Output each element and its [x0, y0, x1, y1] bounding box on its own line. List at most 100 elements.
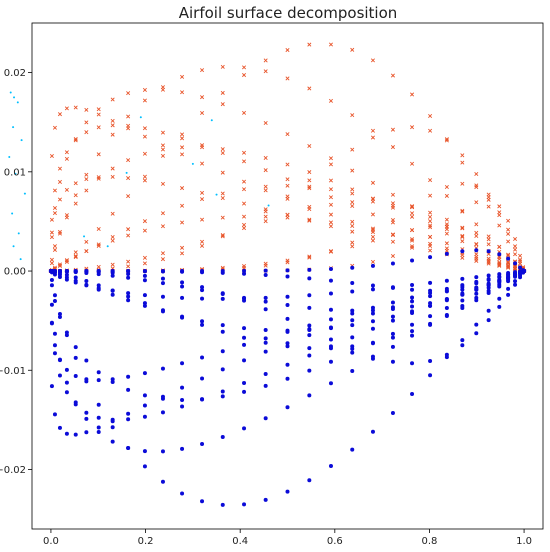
upper-surface-point — [328, 212, 333, 217]
upper-surface-point — [96, 152, 101, 157]
lower-surface-point — [160, 294, 165, 299]
lower-surface-point — [96, 415, 101, 420]
lower-surface-point — [49, 269, 54, 274]
lower-surface-point — [142, 393, 147, 398]
upper-surface-point — [444, 138, 449, 143]
lower-surface-point — [328, 291, 333, 296]
lower-surface-point — [370, 326, 375, 331]
upper-surface-point — [220, 234, 225, 239]
upper-surface-point — [410, 161, 415, 166]
upper-surface-point — [242, 110, 247, 115]
lower-surface-point — [263, 307, 268, 312]
upper-surface-point — [52, 188, 57, 193]
upper-surface-point — [390, 127, 395, 132]
lower-surface-point — [285, 344, 290, 349]
lower-surface-point — [52, 293, 57, 298]
upper-surface-point — [506, 252, 511, 257]
upper-surface-point — [263, 219, 268, 224]
upper-surface-point — [96, 242, 101, 247]
upper-surface-point — [285, 215, 290, 220]
lower-surface-point — [370, 305, 375, 310]
lower-surface-point — [460, 298, 465, 303]
upper-surface-point — [160, 130, 165, 135]
upper-surface-point — [460, 209, 465, 214]
lower-surface-point — [474, 248, 479, 253]
lower-surface-point — [64, 380, 69, 385]
upper-surface-point — [160, 85, 165, 90]
upper-surface-point — [513, 267, 518, 272]
upper-surface-point — [486, 261, 491, 266]
upper-surface-point — [142, 255, 147, 260]
upper-surface-point — [142, 178, 147, 183]
lower-surface-point — [180, 314, 185, 319]
lower-surface-point — [350, 368, 355, 373]
upper-surface-point — [474, 230, 479, 235]
upper-surface-point — [110, 118, 115, 123]
light-point — [17, 232, 20, 235]
upper-surface-point — [52, 125, 57, 130]
lower-surface-point — [160, 269, 165, 274]
lower-surface-point — [57, 358, 62, 363]
lower-surface-point — [200, 322, 205, 327]
lower-surface-point — [370, 311, 375, 316]
upper-surface-point — [390, 73, 395, 78]
upper-surface-point — [460, 239, 465, 244]
lower-surface-point — [110, 417, 115, 422]
upper-surface-point — [200, 239, 205, 244]
lower-surface-point — [84, 416, 89, 421]
lower-surface-point — [506, 271, 511, 276]
x-tick-label: 0.0 — [43, 536, 59, 547]
light-point — [14, 172, 17, 175]
lower-surface-point — [506, 292, 511, 297]
lower-surface-point — [142, 273, 147, 278]
upper-surface-point — [410, 245, 415, 250]
upper-surface-point — [497, 244, 502, 249]
lower-surface-point — [110, 269, 115, 274]
lower-surface-point — [96, 425, 101, 430]
lower-surface-point — [200, 269, 205, 274]
lower-surface-point — [160, 396, 165, 401]
upper-surface-point — [126, 227, 131, 232]
upper-surface-point — [444, 231, 449, 236]
upper-surface-point — [160, 224, 165, 229]
lower-surface-point — [200, 355, 205, 360]
lower-surface-point — [518, 275, 523, 280]
lower-surface-point — [64, 390, 69, 395]
upper-surface-point — [84, 120, 89, 125]
lower-surface-point — [220, 502, 225, 507]
lower-surface-point — [73, 432, 78, 437]
light-point — [8, 155, 11, 158]
light-point — [106, 245, 109, 248]
upper-surface-point — [160, 211, 165, 216]
upper-surface-point — [410, 211, 415, 216]
lower-surface-point — [57, 311, 62, 316]
lower-surface-point — [126, 446, 131, 451]
upper-surface-point — [444, 185, 449, 190]
upper-surface-point — [64, 259, 69, 265]
upper-surface-point — [486, 242, 491, 247]
lower-surface-point — [84, 283, 89, 288]
lower-surface-point — [350, 311, 355, 316]
upper-surface-point — [460, 153, 465, 158]
upper-surface-point — [474, 254, 479, 259]
lower-surface-point — [49, 384, 54, 389]
upper-surface-point — [180, 145, 185, 150]
lower-surface-point — [220, 389, 225, 394]
chart-title: Airfoil surface decomposition — [179, 4, 398, 22]
lower-surface-point — [506, 256, 511, 261]
lower-surface-point — [428, 314, 433, 319]
upper-surface-point — [242, 214, 247, 219]
upper-surface-point — [84, 249, 89, 254]
upper-surface-point — [200, 197, 205, 202]
lower-surface-point — [52, 331, 57, 336]
upper-surface-point — [49, 153, 54, 159]
lower-surface-point — [307, 305, 312, 310]
lower-surface-point — [200, 441, 205, 446]
lower-surface-point — [49, 278, 54, 283]
lower-surface-point — [242, 271, 247, 276]
upper-surface-point — [180, 220, 185, 225]
lower-surface-point — [474, 285, 479, 290]
upper-surface-point — [242, 150, 247, 155]
lower-surface-point — [428, 255, 433, 260]
upper-surface-point — [497, 223, 502, 228]
